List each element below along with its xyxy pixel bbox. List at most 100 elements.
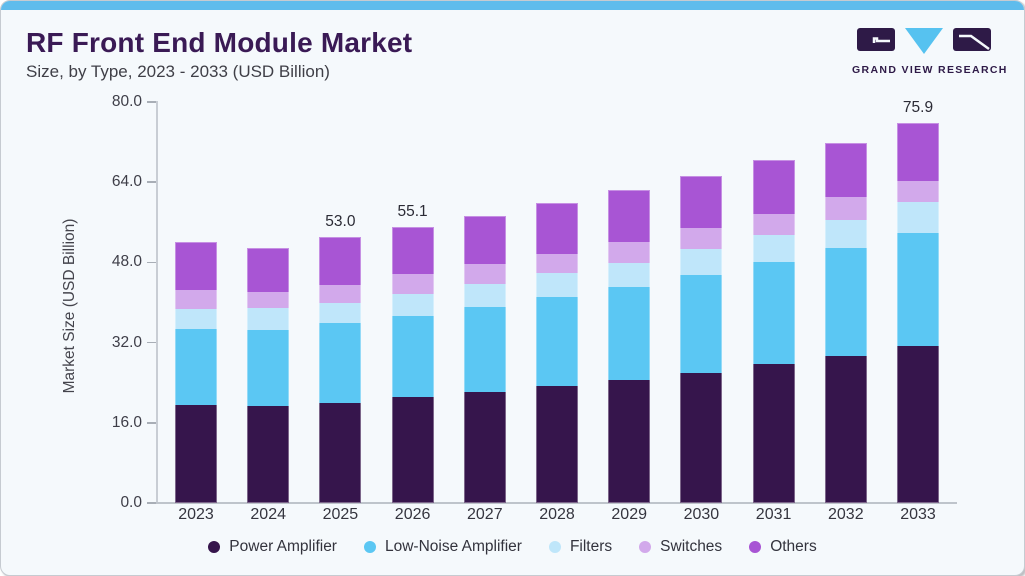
legend-label: Switches: [660, 538, 723, 555]
y-tick-mark-80.0: [147, 101, 156, 103]
bar-2028-segment-switches: [536, 253, 578, 273]
page-subtitle: Size, by Type, 2023 - 2033 (USD Billion): [26, 62, 330, 81]
bar-2030-segment-switches: [680, 227, 723, 250]
bar-2029-segment-others: [608, 190, 651, 243]
bar-total-label-2025: 53.0: [325, 213, 356, 231]
bar-2025-segment-filters: [319, 303, 362, 324]
bar-2031-segment-filters: [752, 234, 795, 263]
bar-2026-segment-filters: [391, 294, 434, 317]
legend-item-switches: Switches: [639, 538, 722, 556]
y-tick-mark-64.0: [147, 181, 156, 183]
bar-2030-segment-low-noise-amplifier: [680, 274, 723, 374]
chart-legend: Power Amplifier Low-Noise Amplifier Filter…: [1, 538, 1024, 556]
bar-2027-segment-filters: [463, 283, 506, 307]
bar-2030-segment-power-amplifier: [680, 373, 723, 503]
bar-2033-segment-power-amplifier: [897, 346, 939, 503]
y-tick-label-80.0: 80.0: [111, 93, 142, 110]
bar-2029-segment-power-amplifier: [608, 379, 651, 503]
bar-total-label-2026: 55.1: [397, 202, 428, 220]
bar-2033-segment-switches: [897, 180, 939, 203]
bar-2032-segment-switches: [824, 196, 867, 221]
y-tick-label-16.0: 16.0: [111, 413, 142, 431]
x-axis-label-2028: 2028: [539, 506, 575, 523]
x-axis-label-2026: 2026: [394, 506, 431, 523]
bar-2028-segment-filters: [536, 272, 578, 297]
bar-2032-segment-low-noise-amplifier: [824, 248, 867, 357]
bar-2029-segment-filters: [608, 262, 651, 287]
bar-2027-segment-others: [463, 216, 506, 265]
bar-2027-segment-power-amplifier: [463, 391, 506, 503]
bar-2027-segment-switches: [463, 264, 506, 284]
page-title: RF Front End Module Market: [26, 27, 413, 58]
bar-2029-segment-low-noise-amplifier: [608, 286, 651, 380]
bar-2027-segment-low-noise-amplifier: [463, 307, 506, 392]
y-tick-mark-32.0: [147, 341, 156, 344]
bar-2026-segment-low-noise-amplifier: [391, 316, 434, 397]
legend-dot-icon: [208, 541, 221, 553]
y-tick-mark-48.0: [147, 261, 156, 264]
bar-2025-segment-power-amplifier: [319, 403, 362, 503]
bar-2026-segment-others: [391, 226, 434, 274]
x-axis-label-2024: 2024: [250, 506, 286, 523]
bar-2028-segment-low-noise-amplifier: [536, 296, 578, 387]
bar-2023-segment-others: [175, 242, 217, 290]
bar-2024-segment-switches: [247, 291, 290, 308]
legend-dot-icon: [548, 541, 561, 553]
y-tick-label-32.0: 32.0: [111, 333, 142, 351]
x-axis-label-2030: 2030: [683, 506, 720, 523]
legend-dot-icon: [639, 541, 652, 553]
bar-2031-segment-others: [752, 159, 795, 214]
bar-2026-segment-power-amplifier: [391, 396, 434, 503]
bar-2023-segment-power-amplifier: [175, 405, 217, 503]
bar-2033-segment-others: [897, 122, 939, 181]
bar-2028-segment-power-amplifier: [536, 386, 578, 503]
gvr-logo-icon: [857, 28, 991, 54]
bar-2023-segment-switches: [175, 289, 217, 310]
legend-dot-icon: [749, 541, 762, 553]
y-tick-label-0.0: 0.0: [120, 494, 142, 511]
bar-2025-segment-others: [319, 237, 362, 285]
bar-2024-segment-power-amplifier: [247, 406, 290, 503]
legend-item-others: Others: [749, 538, 817, 556]
x-axis-label-2027: 2027: [467, 506, 503, 523]
y-tick-mark-0.0: [147, 502, 156, 504]
x-axis-label-2033: 2033: [900, 506, 936, 523]
bar-2030-segment-others: [680, 176, 723, 228]
legend-label: Filters: [569, 538, 613, 555]
bar-2031-segment-low-noise-amplifier: [752, 262, 795, 365]
bar-2024-segment-filters: [247, 308, 290, 331]
x-axis-label-2025: 2025: [322, 506, 359, 523]
bar-total-label-2033: 75.9: [902, 98, 934, 116]
bar-2025-segment-low-noise-amplifier: [319, 323, 362, 404]
grand-view-research-logo: GRAND VIEW RESEARCH: [852, 27, 1008, 76]
bar-2033-segment-low-noise-amplifier: [897, 232, 939, 347]
y-tick-mark-16.0: [147, 422, 156, 424]
bar-2028-segment-others: [536, 202, 578, 254]
bar-2029-segment-switches: [608, 242, 651, 263]
y-axis-line: [156, 101, 158, 503]
legend-label: Others: [770, 538, 817, 555]
legend-item-power-amplifier: Power Amplifier: [208, 538, 337, 556]
x-axis-label-2029: 2029: [611, 506, 647, 523]
x-axis-label-2032: 2032: [828, 506, 864, 523]
bar-2032-segment-power-amplifier: [824, 356, 867, 503]
legend-dot-icon: [363, 541, 376, 553]
top-accent-bar: [1, 1, 1024, 10]
legend-item-low-noise-amplifier: Low-Noise Amplifier: [363, 538, 522, 556]
y-tick-label-64.0: 64.0: [111, 173, 142, 191]
bar-2031-segment-switches: [752, 213, 795, 235]
bar-2031-segment-power-amplifier: [752, 364, 795, 503]
legend-item-filters: Filters: [548, 538, 613, 556]
legend-label: Power Amplifier: [229, 538, 337, 555]
bar-2025-segment-switches: [319, 284, 362, 303]
bar-2030-segment-filters: [680, 249, 723, 275]
x-axis-label-2031: 2031: [755, 506, 792, 523]
y-tick-label-48.0: 48.0: [111, 253, 142, 271]
logo-wordmark: GRAND VIEW RESEARCH: [852, 64, 1008, 76]
y-axis-title: Market Size (USD Billion): [61, 218, 78, 394]
legend-label: Low-Noise Amplifier: [384, 538, 522, 555]
bar-2023-segment-low-noise-amplifier: [175, 329, 217, 406]
bar-2024-segment-low-noise-amplifier: [247, 330, 290, 407]
bar-2033-segment-filters: [897, 202, 939, 233]
